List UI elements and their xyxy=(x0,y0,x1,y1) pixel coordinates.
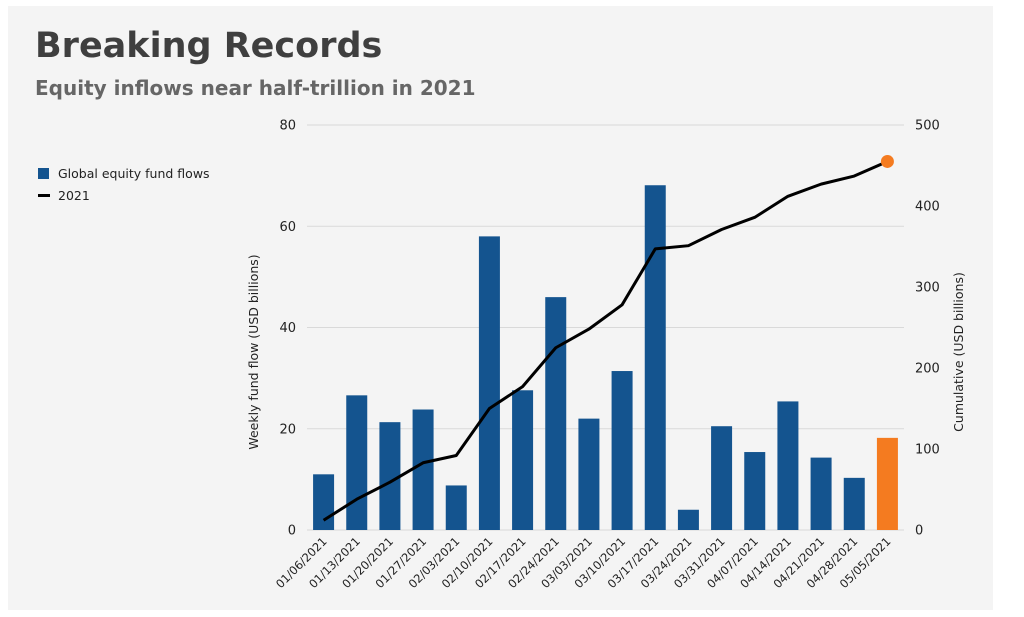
bar xyxy=(379,422,401,530)
y2-tick-label: 100 xyxy=(915,443,940,458)
bar xyxy=(578,418,600,530)
bar xyxy=(744,452,766,530)
chart-panel: Breaking Records Equity inflows near hal… xyxy=(8,6,993,610)
legend-swatch-line xyxy=(38,193,50,197)
line-end-marker xyxy=(880,154,894,168)
y-tick-label: 0 xyxy=(288,524,296,539)
line-series xyxy=(322,154,894,522)
bar xyxy=(313,474,335,530)
y2-tick-label: 200 xyxy=(915,362,940,377)
bar xyxy=(711,426,733,530)
bar-series xyxy=(313,185,898,530)
legend-swatch-bar xyxy=(38,167,49,179)
bar xyxy=(412,409,434,530)
y-tick-label: 20 xyxy=(279,422,296,437)
y2-tick-label: 0 xyxy=(915,524,923,539)
chart-subtitle: Equity inflows near half-trillion in 202… xyxy=(35,76,476,100)
legend-item-fund-flows: Global equity fund flows xyxy=(38,162,210,184)
bar xyxy=(677,509,699,530)
legend: Global equity fund flows 2021 xyxy=(38,162,210,206)
y2-tick-label: 300 xyxy=(915,281,940,296)
bar xyxy=(876,437,898,530)
y-axis-title: Weekly fund flow (USD billions) xyxy=(246,254,261,449)
bar xyxy=(478,236,500,530)
y-tick-label: 40 xyxy=(279,321,296,336)
bar xyxy=(843,477,865,530)
bar xyxy=(777,401,799,530)
y-tick-label: 80 xyxy=(279,119,296,134)
chart-title: Breaking Records xyxy=(35,26,383,66)
y-tick-label: 60 xyxy=(279,220,296,235)
legend-label-fund-flows: Global equity fund flows xyxy=(58,165,210,181)
y2-tick-label: 500 xyxy=(915,119,940,134)
y2-tick-label: 400 xyxy=(915,200,940,215)
cumulative-line xyxy=(322,160,889,522)
gridlines xyxy=(307,124,904,531)
bar xyxy=(445,485,467,530)
bar xyxy=(512,390,534,530)
bar xyxy=(810,457,832,530)
legend-label-2021: 2021 xyxy=(58,187,90,203)
legend-item-2021: 2021 xyxy=(38,184,210,206)
bar xyxy=(611,371,633,530)
bar xyxy=(644,185,666,530)
y2-axis-title: Cumulative (USD billions) xyxy=(951,272,966,432)
bar xyxy=(346,395,368,530)
bar xyxy=(545,297,567,530)
